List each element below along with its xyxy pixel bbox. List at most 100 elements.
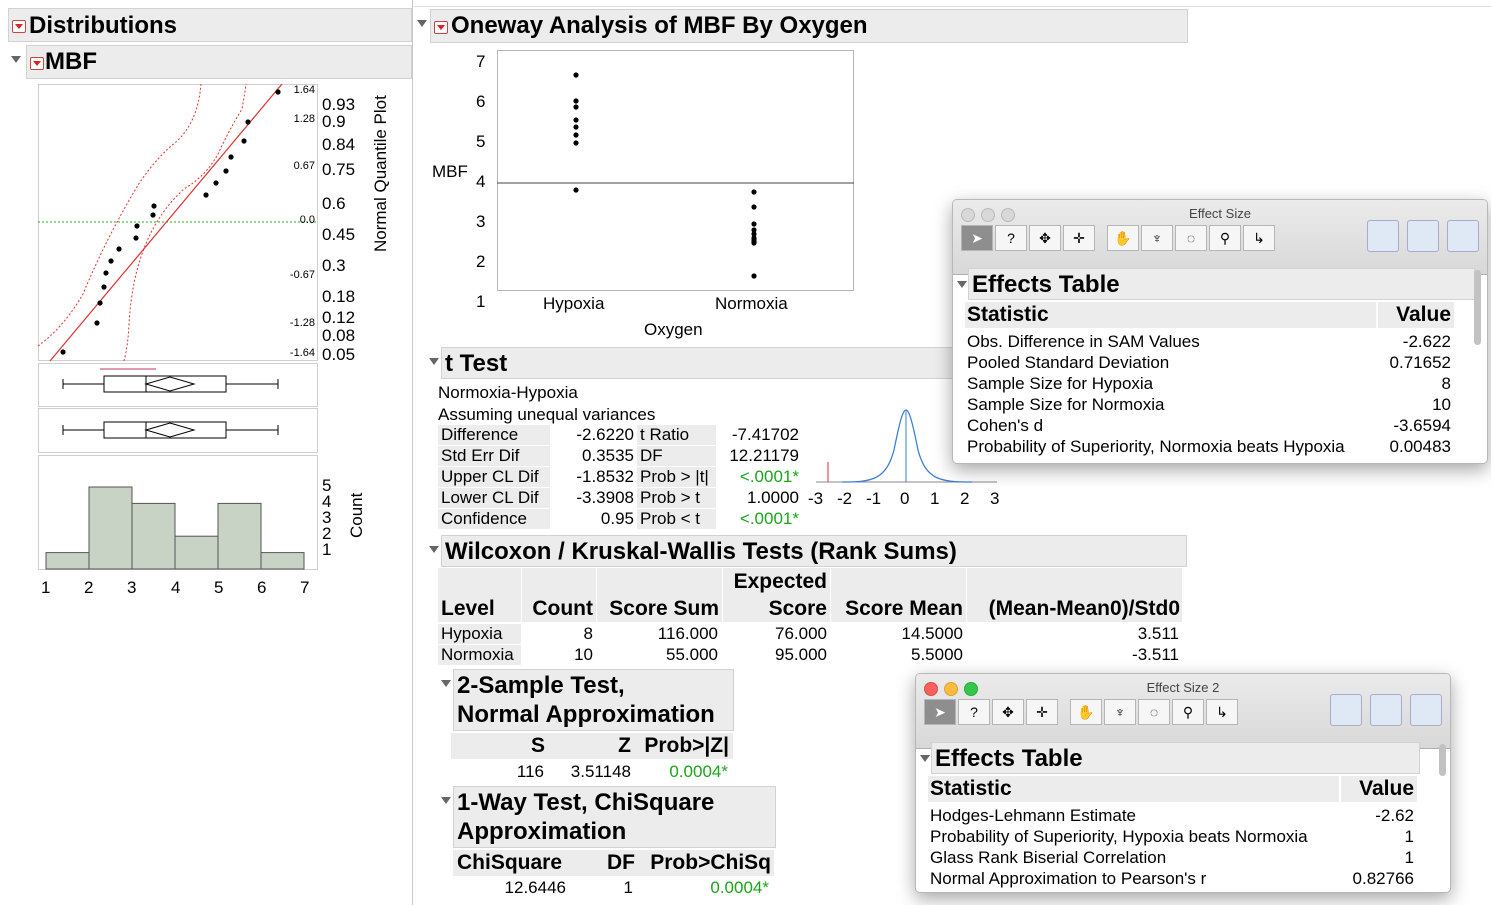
value-col-header-bg <box>1378 302 1454 328</box>
close-button[interactable] <box>961 208 975 222</box>
two-sample-header[interactable]: 2-Sample Test, Normal Approximation <box>453 669 734 731</box>
histogram-bar <box>217 502 262 570</box>
lasso-tool-icon[interactable]: ◌ <box>1138 699 1170 725</box>
vertical-scrollbar[interactable] <box>1439 744 1446 776</box>
crosshair-tool-icon[interactable]: ✛ <box>1063 225 1095 251</box>
ttest-assumption: Assuming unequal variances <box>438 405 656 424</box>
normal-quantile-plot <box>38 84 318 361</box>
group-label-hypoxia: Hypoxia <box>543 294 605 313</box>
box-plots <box>38 363 318 453</box>
ttest-header[interactable]: t Test <box>441 347 983 379</box>
chisq-header[interactable]: 1-Way Test, ChiSquare Approximation <box>453 786 776 848</box>
effect-value: -2.62 <box>1375 806 1414 825</box>
histogram-bar <box>260 552 305 570</box>
layout-vertical-icon[interactable] <box>1410 694 1442 726</box>
help-tool-icon[interactable]: ? <box>958 699 990 725</box>
col-value: Value <box>1396 303 1451 326</box>
effect-size-window[interactable]: Effect Size ➤ ? ✥ ✛ ✋ ♆ ◌ ⚲ ↳ Effects Ta… <box>952 199 1488 464</box>
arrow-tool-icon[interactable]: ➤ <box>924 699 956 725</box>
col-std0: (Mean-Mean0)/Std0 <box>988 597 1180 620</box>
effects-table-header[interactable]: Effects Table <box>931 742 1420 774</box>
window-title: Effect Size 2 <box>1146 680 1220 695</box>
disclosure-icon[interactable] <box>441 680 451 687</box>
layout-horizontal-icon[interactable] <box>1370 694 1402 726</box>
effect-stat: Normal Approximation to Pearson's r <box>930 869 1207 888</box>
effect-stat: Sample Size for Hypoxia <box>967 374 1154 393</box>
col-prob-z: Prob>|Z| <box>644 734 729 757</box>
value-z: 3.51148 <box>570 762 631 781</box>
effect-value: 0.82766 <box>1352 869 1414 888</box>
effect-stat: Obs. Difference in SAM Values <box>967 332 1200 351</box>
grabber-tool-icon[interactable]: ✋ <box>1070 699 1102 725</box>
zoom-button[interactable] <box>1001 208 1015 222</box>
group-label-normoxia: Normoxia <box>715 294 788 313</box>
annotate-tool-icon[interactable]: ↳ <box>1206 699 1238 725</box>
wilcoxon-header[interactable]: Wilcoxon / Kruskal-Wallis Tests (Rank Su… <box>441 535 1187 567</box>
magnifier-tool-icon[interactable]: ⚲ <box>1209 225 1241 251</box>
distributions-header[interactable]: Distributions <box>8 8 412 42</box>
crosshair-tool-icon[interactable]: ✛ <box>1026 699 1058 725</box>
dist-x-axis: 1 2 3 4 5 6 7 <box>41 578 310 597</box>
help-tool-icon[interactable]: ? <box>995 225 1027 251</box>
close-button[interactable] <box>924 682 938 696</box>
stat-col-header-bg <box>928 776 1339 802</box>
col-count: Count <box>532 597 593 620</box>
effect-stat: Pooled Standard Deviation <box>967 353 1170 372</box>
zoom-button[interactable] <box>964 682 978 696</box>
effect-size-2-window[interactable]: Effect Size 2 ➤ ? ✥ ✛ ✋ ♆ ◌ ⚲ ↳ Effects … <box>915 673 1451 893</box>
histogram-bar <box>131 502 176 570</box>
wilcoxon-table-header <box>438 568 1182 622</box>
two-sample-title-2: Normal Approximation <box>457 701 715 728</box>
red-triangle-menu-icon[interactable] <box>30 57 44 71</box>
lasso-tool-icon[interactable]: ◌ <box>1175 225 1207 251</box>
two-sample-title-1: 2-Sample Test, <box>457 672 625 699</box>
minimize-button[interactable] <box>944 682 958 696</box>
minimize-button[interactable] <box>981 208 995 222</box>
disclosure-icon[interactable] <box>429 358 439 365</box>
vertical-scrollbar[interactable] <box>1474 270 1481 345</box>
effect-value: 0.71652 <box>1389 353 1451 372</box>
effects-table-header[interactable]: Effects Table <box>968 268 1475 300</box>
t-dist-axis: -3 -2 -1 0 1 2 3 <box>808 489 1000 508</box>
selection-tool-icon[interactable]: ✥ <box>992 699 1024 725</box>
selection-tool-icon[interactable]: ✥ <box>1029 225 1061 251</box>
effects-table-title: Effects Table <box>972 271 1120 298</box>
oneway-plot <box>497 50 854 291</box>
layout-horizontal-icon[interactable] <box>1407 220 1439 252</box>
histogram-bar <box>88 486 133 570</box>
oneway-points <box>573 72 757 279</box>
magnifier-tool-icon[interactable]: ⚲ <box>1172 699 1204 725</box>
col-z: Z <box>618 734 631 757</box>
effect-stat: Glass Rank Biserial Correlation <box>930 848 1167 867</box>
effect-value: 1 <box>1404 827 1414 846</box>
mbf-title: MBF <box>45 48 97 75</box>
disclosure-icon[interactable] <box>417 20 427 27</box>
window-title: Effect Size <box>1189 206 1251 221</box>
layout-vertical-icon[interactable] <box>1447 220 1479 252</box>
two-sample-table-header <box>451 733 733 759</box>
red-triangle-menu-icon[interactable] <box>12 20 26 34</box>
brush-tool-icon[interactable]: ♆ <box>1141 225 1173 251</box>
stat-col-header-bg <box>965 302 1376 328</box>
oneway-header[interactable]: Oneway Analysis of MBF By Oxygen <box>430 9 1188 43</box>
journal-icon[interactable] <box>1367 220 1399 252</box>
effect-value: -3.6594 <box>1393 416 1451 435</box>
red-triangle-menu-icon[interactable] <box>434 21 448 35</box>
col-score-sum: Score Sum <box>609 597 719 620</box>
disclosure-icon[interactable] <box>920 755 930 762</box>
arrow-tool-icon[interactable]: ➤ <box>961 225 993 251</box>
disclosure-icon[interactable] <box>11 56 21 63</box>
journal-icon[interactable] <box>1330 694 1362 726</box>
disclosure-icon[interactable] <box>429 546 439 553</box>
grabber-tool-icon[interactable]: ✋ <box>1107 225 1139 251</box>
wilcoxon-title: Wilcoxon / Kruskal-Wallis Tests (Rank Su… <box>445 538 957 565</box>
brush-tool-icon[interactable]: ♆ <box>1104 699 1136 725</box>
disclosure-icon[interactable] <box>441 797 451 804</box>
mbf-header[interactable]: MBF <box>26 45 412 79</box>
disclosure-icon[interactable] <box>957 281 967 288</box>
annotate-tool-icon[interactable]: ↳ <box>1243 225 1275 251</box>
effects-table-title: Effects Table <box>935 745 1083 772</box>
histogram-bar <box>45 552 90 570</box>
distributions-title: Distributions <box>29 12 177 39</box>
